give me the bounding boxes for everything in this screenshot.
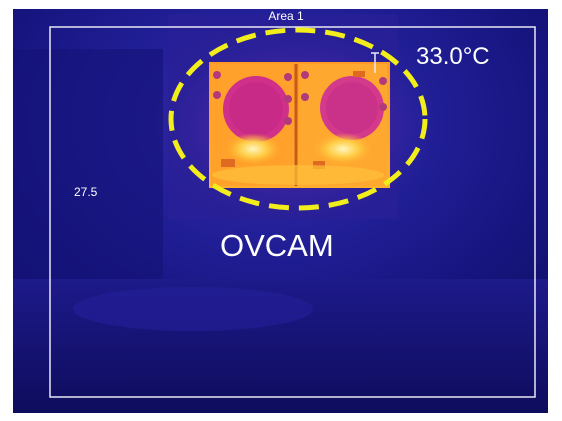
desk-warm-patch <box>73 287 313 331</box>
left-lens-inner <box>229 82 283 136</box>
board-hole <box>301 93 309 101</box>
board-hole <box>301 71 309 79</box>
bottom-hot-band <box>212 165 384 185</box>
highlight-ellipse <box>168 27 428 211</box>
right-lens-inner <box>326 82 378 134</box>
area-label: Area 1 <box>268 9 304 23</box>
board-hole <box>379 103 387 111</box>
board-component <box>313 161 325 169</box>
board-hole <box>213 91 221 99</box>
board-hole <box>213 71 221 79</box>
scale-value: 27.5 <box>74 185 98 199</box>
board-hole <box>284 95 292 103</box>
board-hole <box>284 117 292 125</box>
object-label: OVCAM <box>220 228 334 263</box>
measurement-area-box <box>49 26 536 398</box>
right-hot-spot <box>313 133 373 165</box>
board-hole <box>284 73 292 81</box>
left-hot-spot <box>225 133 281 165</box>
max-temperature-readout: 33.0°C <box>416 43 490 70</box>
board-hole <box>379 77 387 85</box>
board-component <box>221 159 235 167</box>
thermal-scene <box>13 9 548 413</box>
thermal-camera-image: Area 1 33.0°C 27.5 OVCAM <box>13 9 548 413</box>
board-component <box>353 71 365 77</box>
left-shadow-region <box>13 49 163 279</box>
